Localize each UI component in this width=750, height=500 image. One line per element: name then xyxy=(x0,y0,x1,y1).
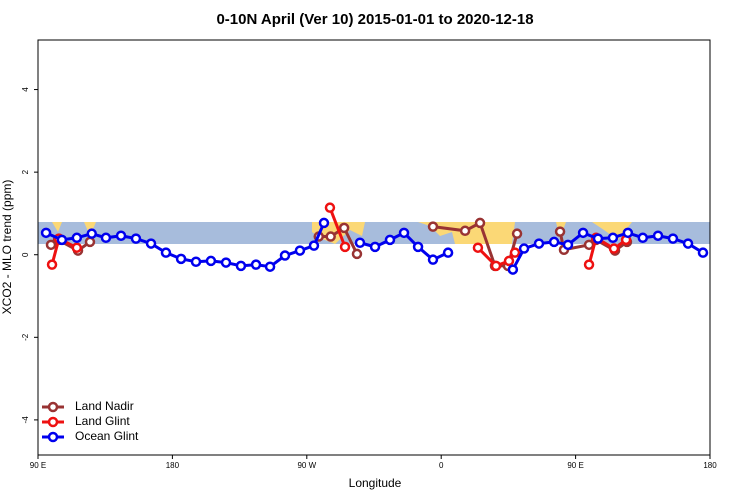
point xyxy=(490,260,502,272)
chart-title: 0-10N April (Ver 10) 2015-01-01 to 2020-… xyxy=(216,11,533,28)
point xyxy=(45,239,57,251)
x-axis-label: Longitude xyxy=(349,476,402,490)
point xyxy=(697,247,709,258)
point xyxy=(562,239,574,251)
point xyxy=(56,234,68,246)
point xyxy=(652,230,664,241)
point xyxy=(474,217,486,229)
series-line xyxy=(50,220,628,268)
point xyxy=(46,259,58,270)
point xyxy=(384,234,396,246)
point xyxy=(325,231,336,242)
point xyxy=(190,256,202,267)
point xyxy=(472,242,484,253)
x-tick-label: 90 E xyxy=(30,461,46,470)
point xyxy=(115,230,127,241)
point xyxy=(412,241,424,253)
point xyxy=(71,232,83,244)
y-tick-label: -2 xyxy=(21,333,30,341)
point xyxy=(427,254,439,265)
y-tick-label: 0 xyxy=(21,252,30,257)
point xyxy=(250,259,262,270)
point xyxy=(130,233,142,244)
point xyxy=(84,236,96,248)
point xyxy=(351,248,363,260)
point xyxy=(324,202,336,213)
x-tick-label: 0 xyxy=(439,461,444,470)
point xyxy=(369,241,381,253)
point xyxy=(518,243,530,254)
point xyxy=(175,253,187,265)
y-tick-label: -4 xyxy=(21,416,30,424)
point xyxy=(86,228,98,239)
point xyxy=(354,237,366,249)
point xyxy=(592,233,604,244)
point xyxy=(279,250,291,261)
point xyxy=(71,242,83,253)
point xyxy=(554,226,566,237)
point xyxy=(294,245,306,256)
x-tick-label: 90 E xyxy=(567,461,583,470)
point xyxy=(40,227,52,239)
point xyxy=(548,236,560,248)
point xyxy=(398,227,410,239)
point xyxy=(577,227,589,239)
point xyxy=(682,238,694,249)
point xyxy=(220,257,232,268)
x-tick-label: 180 xyxy=(703,461,717,470)
point xyxy=(318,217,330,229)
legend-label: Land Glint xyxy=(75,414,130,428)
legend-marker xyxy=(47,416,59,428)
plot-frame xyxy=(37,39,711,456)
point xyxy=(427,221,439,232)
point xyxy=(511,228,523,239)
point xyxy=(339,241,351,253)
point xyxy=(160,247,172,258)
point xyxy=(503,255,515,267)
point xyxy=(442,247,454,258)
point xyxy=(622,227,634,239)
point xyxy=(583,259,595,270)
y-tick-label: 2 xyxy=(21,169,30,174)
point xyxy=(205,255,217,267)
point xyxy=(667,233,679,244)
point xyxy=(338,222,350,234)
point xyxy=(507,264,519,275)
x-tick-label: 180 xyxy=(166,461,180,470)
point xyxy=(533,238,545,249)
legend-marker xyxy=(47,401,59,413)
point xyxy=(607,232,619,244)
point xyxy=(264,261,276,272)
point xyxy=(608,243,620,254)
point xyxy=(459,225,471,237)
legend-marker xyxy=(47,431,59,443)
y-tick-label: 4 xyxy=(21,87,30,92)
y-axis-label: XCO2 - MLO trend (ppm) xyxy=(0,180,14,315)
legend-label: Land Nadir xyxy=(75,399,134,413)
x-tick-label: 90 W xyxy=(297,461,316,470)
point xyxy=(145,238,157,249)
legend-label: Ocean Glint xyxy=(75,429,139,443)
point xyxy=(308,240,320,251)
point xyxy=(235,260,247,272)
point xyxy=(100,232,112,244)
point xyxy=(637,232,649,244)
point xyxy=(509,247,521,258)
